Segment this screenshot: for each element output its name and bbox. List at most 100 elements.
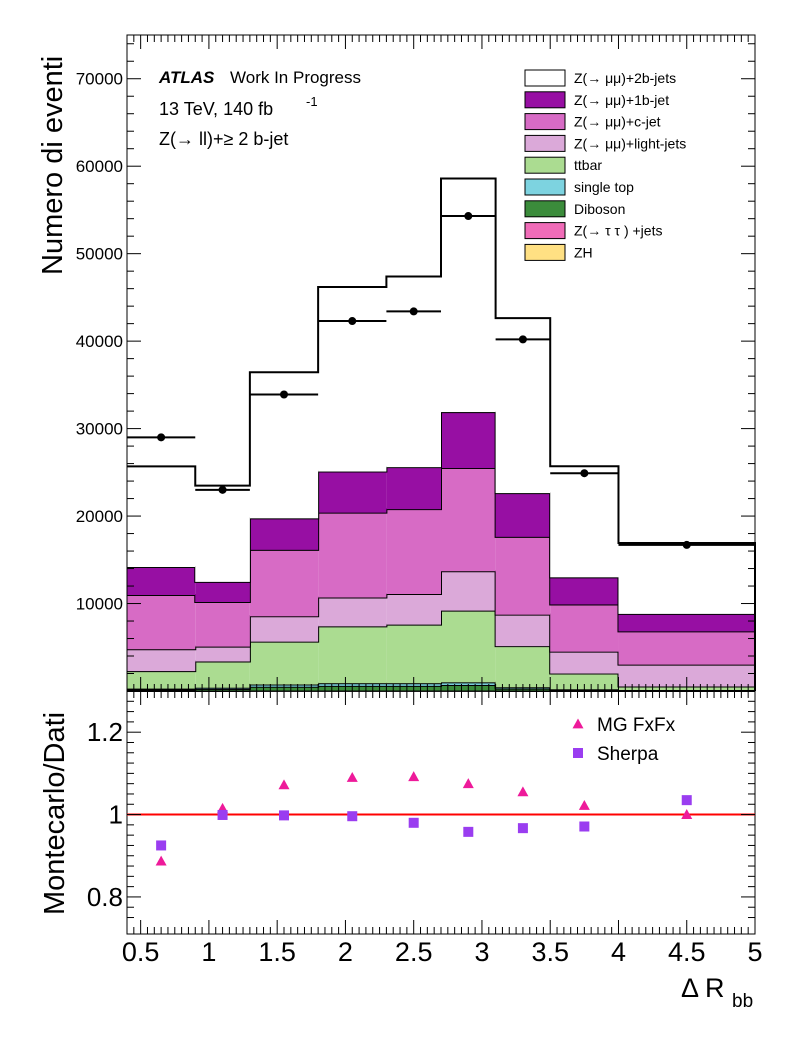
stack-legend: Z(→ μμ)+2b-jets Z(→ μμ)+1b-jet Z(→ μμ)+c-j… <box>524 69 686 261</box>
ratio-legend-label: Sherpa <box>597 744 659 765</box>
data-point <box>280 390 288 399</box>
legend-label: Z(→ μμ)+c-jet <box>574 114 661 130</box>
data-point <box>409 307 418 316</box>
stack-bar <box>495 614 551 647</box>
stack-bar <box>249 518 319 550</box>
main-y-axis-label: Numero di eventi <box>37 56 69 275</box>
stack-bar <box>318 597 387 627</box>
y-tick-label: 40000 <box>76 332 123 351</box>
ratio-points <box>155 771 693 866</box>
legend-swatch <box>524 222 566 240</box>
x-tick-label: 2.5 <box>395 937 433 967</box>
main-x-axis <box>133 35 756 691</box>
ratio-point-triangle <box>681 809 693 819</box>
main-pad: 10000 20000 30000 40000 50000 60000 70000 Nume… <box>37 34 756 692</box>
legend-label: single top <box>574 179 634 195</box>
ratio-point-triangle <box>155 855 167 866</box>
ratio-pad: 0.8 1 1.2 0.5 1 1.5 2 2.5 3 3.5 4 4.5 5 Montecarlo/… <box>39 690 763 967</box>
stack-bar <box>195 485 250 582</box>
y-tick-label: 30000 <box>76 420 123 439</box>
stack-bar <box>249 616 319 642</box>
data-point <box>157 433 166 442</box>
atlas-logo: ATLAS <box>158 68 215 87</box>
x-tick-label: 3 <box>474 937 489 967</box>
ratio-point-square <box>463 826 474 837</box>
energy-lumi-label: 13 TeV, 140 fb <box>159 99 273 119</box>
legend-swatch <box>524 69 566 87</box>
stack-bar <box>441 412 496 469</box>
selection-label: Z(→ ll)+≥ 2 b-jet <box>159 129 288 149</box>
stack-outline <box>127 177 756 691</box>
ratio-point-triangle <box>408 771 420 782</box>
ratio-y-tick-label: 0.8 <box>87 882 123 912</box>
y-tick-label: 20000 <box>76 507 123 526</box>
ratio-point-square <box>408 817 419 828</box>
stack-bar <box>495 493 551 537</box>
legend-label: ZH <box>574 244 593 260</box>
ratio-point-square <box>217 809 228 820</box>
ratio-point-square <box>681 795 692 806</box>
stack-bar <box>318 512 387 598</box>
legend-swatch <box>524 113 566 131</box>
y-tick-label: 50000 <box>76 245 123 264</box>
stack-bar <box>441 468 496 572</box>
ratio-legend-label: MG FxFx <box>597 715 676 736</box>
legend-swatch <box>524 156 566 174</box>
data-point <box>218 485 227 494</box>
stack-bar <box>550 604 619 652</box>
stack-bar <box>318 471 387 513</box>
stack-bar <box>386 467 441 510</box>
ratio-point-triangle <box>278 779 290 790</box>
stack-bar <box>550 673 619 690</box>
data-point <box>682 540 691 549</box>
legend-swatch <box>524 178 566 196</box>
ratio-y-axis: 0.8 1 1.2 <box>87 690 755 919</box>
x-axis-label: Δ R <box>681 973 725 1003</box>
stack-bar <box>386 276 441 468</box>
stack-bar <box>249 549 319 617</box>
ratio-point-triangle <box>578 799 590 810</box>
ratio-x-axis: 0.5 1 1.5 2 2.5 3 3.5 4 4.5 5 <box>122 691 763 967</box>
data-point <box>348 317 357 326</box>
atlas-status: Work In Progress <box>230 68 361 87</box>
stack-bar <box>495 646 551 688</box>
ratio-legend-marker <box>572 718 584 729</box>
legend-label: Z(→ τ τ ) +jets <box>574 223 662 239</box>
ratio-legend: MG FxFx Sherpa <box>572 715 676 765</box>
stack-bar <box>249 641 319 685</box>
ratio-legend-marker <box>573 748 583 758</box>
ratio-point-square <box>517 823 528 834</box>
stack-bar <box>127 671 196 689</box>
y-tick-label: 70000 <box>76 70 123 89</box>
legend-swatch <box>524 243 566 261</box>
x-tick-label: 1.5 <box>258 937 296 967</box>
stack-bar <box>127 595 196 650</box>
stack-bar <box>550 651 619 674</box>
ratio-point-square <box>579 821 590 832</box>
stack-bar <box>386 509 441 594</box>
stack-bar <box>441 610 496 683</box>
ratio-point-triangle <box>517 786 529 797</box>
stack-bar <box>195 661 250 688</box>
stack-bar <box>195 602 250 647</box>
y-tick-label: 60000 <box>76 157 123 176</box>
energy-lumi-superscript: -1 <box>306 94 318 109</box>
x-tick-label: 4.5 <box>668 937 706 967</box>
stack-bar <box>127 649 196 672</box>
data-point <box>464 212 473 221</box>
stack-bar <box>618 613 755 632</box>
legend-swatch <box>524 91 566 109</box>
stack-bar <box>550 466 619 578</box>
stack-bar <box>495 318 551 494</box>
stack-bar <box>618 631 755 665</box>
stack-bar <box>195 581 250 603</box>
x-tick-label: 3.5 <box>531 937 569 967</box>
legend-label: ttbar <box>574 157 602 173</box>
stack-bar <box>386 593 441 625</box>
data-point <box>518 335 527 344</box>
stack-bar <box>441 682 496 685</box>
legend-swatch <box>524 200 566 218</box>
stack-bar <box>386 624 441 684</box>
main-y-axis: 10000 20000 30000 40000 50000 60000 70000 <box>76 43 755 675</box>
